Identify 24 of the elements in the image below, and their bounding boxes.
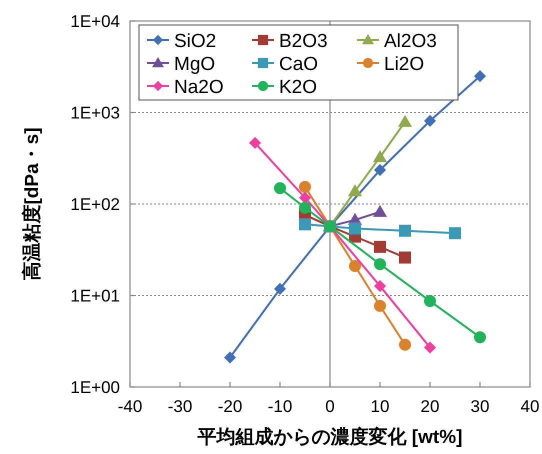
legend-label: B2O3 <box>279 31 328 52</box>
y-tick-label: 1E+00 <box>70 378 120 397</box>
x-tick-label: 10 <box>370 397 390 416</box>
legend-label: SiO2 <box>174 31 216 52</box>
x-tick-label: -10 <box>268 397 292 416</box>
legend-label: Al2O3 <box>384 31 437 52</box>
legend-label: K2O <box>279 77 318 98</box>
y-tick-label: 1E+01 <box>70 286 120 306</box>
y-tick-label: 1E+03 <box>70 104 120 122</box>
y-tick-label: 1E+04 <box>70 12 120 31</box>
x-tick-label: -20 <box>218 397 242 416</box>
x-tick-label: 40 <box>520 397 540 416</box>
y-axis-title: 高温粘度[dPa・s] <box>21 127 43 281</box>
x-tick-label: -40 <box>118 397 142 416</box>
x-tick-label: 20 <box>420 397 440 416</box>
x-tick-label: -30 <box>168 397 192 416</box>
x-tick-label: 30 <box>470 397 490 416</box>
legend-label: Li2O <box>384 54 424 75</box>
legend-label: Na2O <box>174 77 224 98</box>
legend-label: CaO <box>279 54 318 75</box>
x-axis-title: 平均組成からの濃度変化 [wt%] <box>196 426 462 448</box>
x-tick-label: 0 <box>325 397 335 416</box>
legend-label: MgO <box>174 54 216 75</box>
y-tick-label: 1E+02 <box>70 195 120 214</box>
